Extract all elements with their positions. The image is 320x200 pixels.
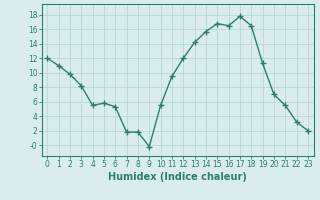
X-axis label: Humidex (Indice chaleur): Humidex (Indice chaleur) (108, 172, 247, 182)
